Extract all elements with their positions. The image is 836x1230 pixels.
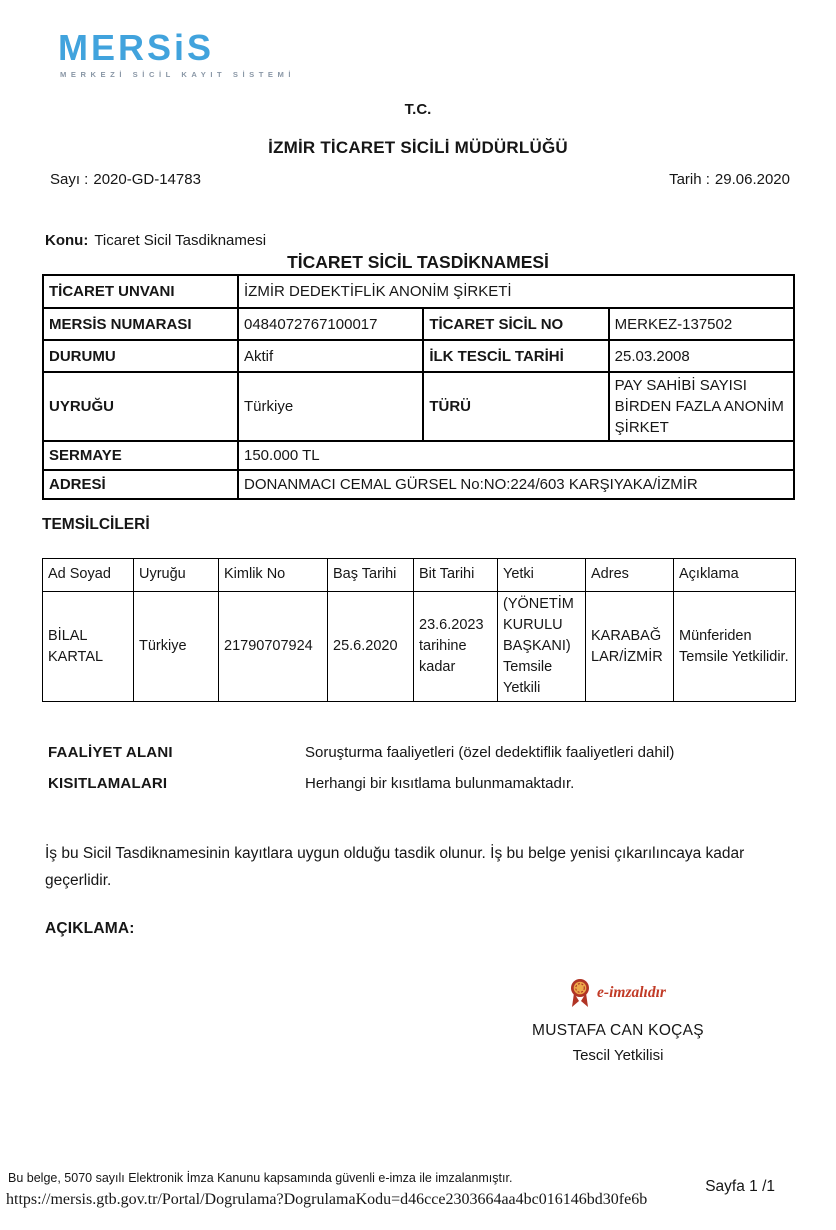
tarih-label: Tarih : bbox=[669, 171, 710, 188]
mersis-numarasi-label: MERSİS NUMARASI bbox=[42, 307, 239, 341]
signatory-title: Tescil Yetkilisi bbox=[572, 1047, 664, 1065]
rep-kimlik-no: 21790707924 bbox=[218, 590, 328, 703]
table-row: DURUMU Aktif İLK TESCİL TARİHİ 25.03.200… bbox=[42, 339, 796, 373]
durumu-label: DURUMU bbox=[42, 339, 239, 373]
table-row: ADRESİ DONANMACI CEMAL GÜRSEL No:NO:224/… bbox=[42, 469, 795, 500]
document-number: Sayı :2020-GD-14783 bbox=[50, 171, 201, 188]
ilk-tescil-tarihi-value: 25.03.2008 bbox=[607, 339, 796, 373]
kisitlamalari-value: Herhangi bir kısıtlama bulunmamaktadır. bbox=[305, 775, 575, 793]
rep-uyrugu: Türkiye bbox=[133, 590, 219, 703]
turu-value: PAY SAHİBİ SAYISI BİRDEN FAZLA ANONİM Şİ… bbox=[607, 371, 796, 442]
mersis-logo-subtitle: MERKEZİ SİCİL KAYIT SİSTEMİ bbox=[60, 70, 296, 79]
rep-ad-soyad: BİLAL KARTAL bbox=[42, 590, 134, 703]
turu-label: TÜRÜ bbox=[422, 371, 610, 442]
header-uyrugu: Uyruğu bbox=[133, 558, 219, 592]
adresi-value: DONANMACI CEMAL GÜRSEL No:NO:224/603 KAR… bbox=[237, 469, 795, 500]
uyrugu-label: UYRUĞU bbox=[42, 371, 239, 442]
registry-office-title: İZMİR TİCARET SİCİLİ MÜDÜRLÜĞÜ bbox=[268, 138, 568, 157]
document-title: TİCARET SİCİL TASDİKNAMESİ bbox=[283, 252, 553, 276]
representatives-heading: TEMSİLCİLERİ bbox=[42, 516, 150, 533]
rep-bas-tarihi: 25.6.2020 bbox=[327, 590, 414, 703]
representatives-table: Ad Soyad Uyruğu Kimlik No Baş Tarihi Bit… bbox=[42, 558, 796, 703]
header-yetki: Yetki bbox=[497, 558, 586, 592]
table-row: MERSİS NUMARASI 0484072767100017 TİCARET… bbox=[42, 307, 796, 341]
durumu-value: Aktif bbox=[236, 339, 425, 373]
signature-block: e-imzalıdır MUSTAFA CAN KOÇAŞ Tescil Yet… bbox=[458, 978, 778, 1064]
representatives-header-row: Ad Soyad Uyruğu Kimlik No Baş Tarihi Bit… bbox=[42, 558, 796, 592]
konu-label: Konu: bbox=[45, 232, 89, 249]
adresi-label: ADRESİ bbox=[42, 469, 239, 500]
header-ad-soyad: Ad Soyad bbox=[42, 558, 134, 592]
document-date: Tarih :29.06.2020 bbox=[669, 171, 790, 188]
republic-heading: T.C. bbox=[404, 101, 432, 118]
ticaret-sicil-no-label: TİCARET SİCİL NO bbox=[422, 307, 610, 341]
verification-url: https://mersis.gtb.gov.tr/Portal/Dogrula… bbox=[6, 1191, 648, 1208]
table-row: TİCARET UNVANI İZMİR DEDEKTİFLİK ANONİM … bbox=[42, 274, 795, 309]
tarih-value: 29.06.2020 bbox=[714, 171, 790, 188]
e-signature-stamp: e-imzalıdır bbox=[458, 978, 778, 1008]
page-indicator: Sayfa 1 /1 bbox=[705, 1178, 775, 1195]
e-imzalidir-text: e-imzalıdır bbox=[597, 984, 666, 1002]
header-bas-tarihi: Baş Tarihi bbox=[327, 558, 414, 592]
activity-section: FAALİYET ALANI Soruşturma faaliyetleri (… bbox=[0, 744, 836, 792]
header-aciklama: Açıklama bbox=[673, 558, 796, 592]
mersis-logo-text: MERSiS bbox=[58, 27, 215, 68]
faaliyet-alani-row: FAALİYET ALANI Soruşturma faaliyetleri (… bbox=[48, 744, 836, 761]
sermaye-label: SERMAYE bbox=[42, 440, 239, 471]
rep-bit-tarihi: 23.6.2023 tarihine kadar bbox=[413, 590, 498, 703]
ticaret-sicil-no-value: MERKEZ-137502 bbox=[607, 307, 796, 341]
document-title-wrap: TİCARET SİCİL TASDİKNAMESİ bbox=[0, 252, 836, 276]
uyrugu-value: Türkiye bbox=[236, 371, 425, 442]
registry-info-table: TİCARET UNVANI İZMİR DEDEKTİFLİK ANONİM … bbox=[42, 274, 796, 500]
konu-value: Ticaret Sicil Tasdiknamesi bbox=[94, 232, 267, 249]
sermaye-value: 150.000 TL bbox=[237, 440, 795, 471]
mersis-numarasi-value: 0484072767100017 bbox=[236, 307, 425, 341]
sayi-value: 2020-GD-14783 bbox=[93, 171, 201, 188]
kisitlamalari-row: KISITLAMALARI Herhangi bir kısıtlama bul… bbox=[48, 775, 836, 792]
e-signature-ribbon-icon bbox=[571, 979, 590, 1008]
document-meta-row: Sayı :2020-GD-14783 Tarih :29.06.2020 bbox=[0, 171, 836, 188]
ticaret-unvani-value: İZMİR DEDEKTİFLİK ANONİM ŞİRKETİ bbox=[237, 274, 795, 309]
subject-line: Konu: Ticaret Sicil Tasdiknamesi bbox=[45, 232, 836, 249]
rep-aciklama: Münferiden Temsile Yetkilidir. bbox=[673, 590, 796, 703]
representative-row: BİLAL KARTAL Türkiye 21790707924 25.6.20… bbox=[42, 590, 796, 703]
signatory-name: MUSTAFA CAN KOÇAŞ bbox=[532, 1022, 704, 1040]
mersis-logo: MERSiS MERKEZİ SİCİL KAYIT SİSTEMİ bbox=[58, 27, 836, 80]
header-adres: Adres bbox=[585, 558, 674, 592]
kisitlamalari-label: KISITLAMALARI bbox=[48, 775, 168, 793]
ticaret-unvani-label: TİCARET UNVANI bbox=[42, 274, 239, 309]
sayi-label: Sayı : bbox=[50, 171, 89, 188]
rep-yetki: (YÖNETİM KURULU BAŞKANI) Temsile Yetkili bbox=[497, 590, 586, 703]
ilk-tescil-tarihi-label: İLK TESCİL TARİHİ bbox=[422, 339, 610, 373]
faaliyet-alani-value: Soruşturma faaliyetleri (özel dedektifli… bbox=[305, 744, 675, 762]
table-row: UYRUĞU Türkiye TÜRÜ PAY SAHİBİ SAYISI Bİ… bbox=[42, 371, 796, 442]
rep-adres: KARABAĞLAR/İZMİR bbox=[585, 590, 674, 703]
certification-statement: İş bu Sicil Tasdiknamesinin kayıtlara uy… bbox=[45, 845, 745, 890]
faaliyet-alani-label: FAALİYET ALANI bbox=[48, 744, 173, 762]
footer-legal-notice: Bu belge, 5070 sayılı Elektronik İmza Ka… bbox=[8, 1171, 513, 1185]
header-bit-tarihi: Bit Tarihi bbox=[413, 558, 498, 592]
header-kimlik-no: Kimlik No bbox=[218, 558, 328, 592]
table-row: SERMAYE 150.000 TL bbox=[42, 440, 795, 471]
aciklama-heading: AÇIKLAMA: bbox=[45, 920, 135, 938]
